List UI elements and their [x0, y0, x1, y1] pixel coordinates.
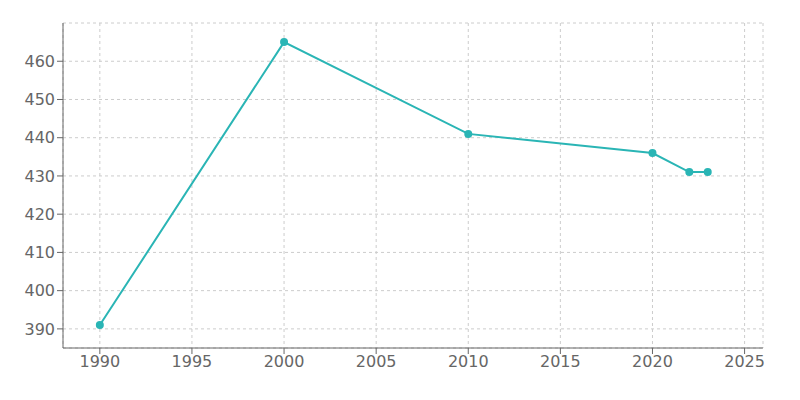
svg-text:2020: 2020 — [632, 352, 673, 371]
svg-text:440: 440 — [24, 128, 55, 147]
svg-text:410: 410 — [24, 243, 55, 262]
svg-text:400: 400 — [24, 281, 55, 300]
svg-text:1990: 1990 — [79, 352, 120, 371]
svg-text:460: 460 — [24, 52, 55, 71]
svg-text:2010: 2010 — [448, 352, 489, 371]
svg-text:430: 430 — [24, 167, 55, 186]
svg-text:420: 420 — [24, 205, 55, 224]
svg-text:2005: 2005 — [356, 352, 397, 371]
svg-text:390: 390 — [24, 320, 55, 339]
svg-text:2025: 2025 — [724, 352, 765, 371]
svg-text:1995: 1995 — [172, 352, 213, 371]
svg-text:450: 450 — [24, 90, 55, 109]
svg-text:2000: 2000 — [264, 352, 305, 371]
svg-text:2015: 2015 — [540, 352, 581, 371]
